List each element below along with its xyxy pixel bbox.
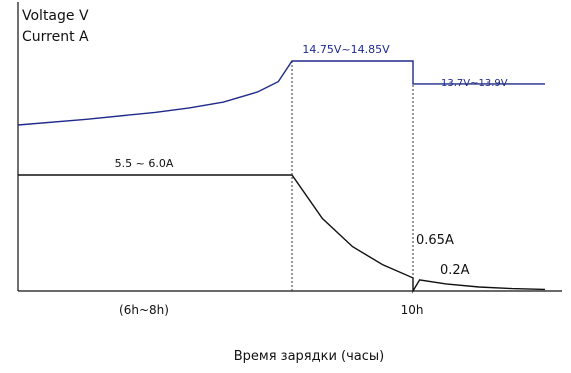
y-label-voltage: Voltage V [22, 8, 89, 24]
annotation-voltage-float: 13.7V~13.9V [441, 78, 508, 89]
annotation-current-end: 0.65A [416, 233, 454, 248]
x-tick-label-1: (6h~8h) [119, 303, 169, 317]
y-label-current: Current A [22, 29, 89, 45]
annotation-current-float: 0.2A [440, 263, 470, 278]
x-tick-label-2: 10h [401, 303, 424, 317]
x-axis-label: Время зарядки (часы) [234, 349, 385, 364]
voltage-line [17, 60, 545, 126]
annotation-current-cc: 5.5 ~ 6.0A [115, 157, 174, 170]
current-line [18, 174, 546, 294]
annotation-voltage-cv: 14.75V~14.85V [302, 43, 390, 56]
